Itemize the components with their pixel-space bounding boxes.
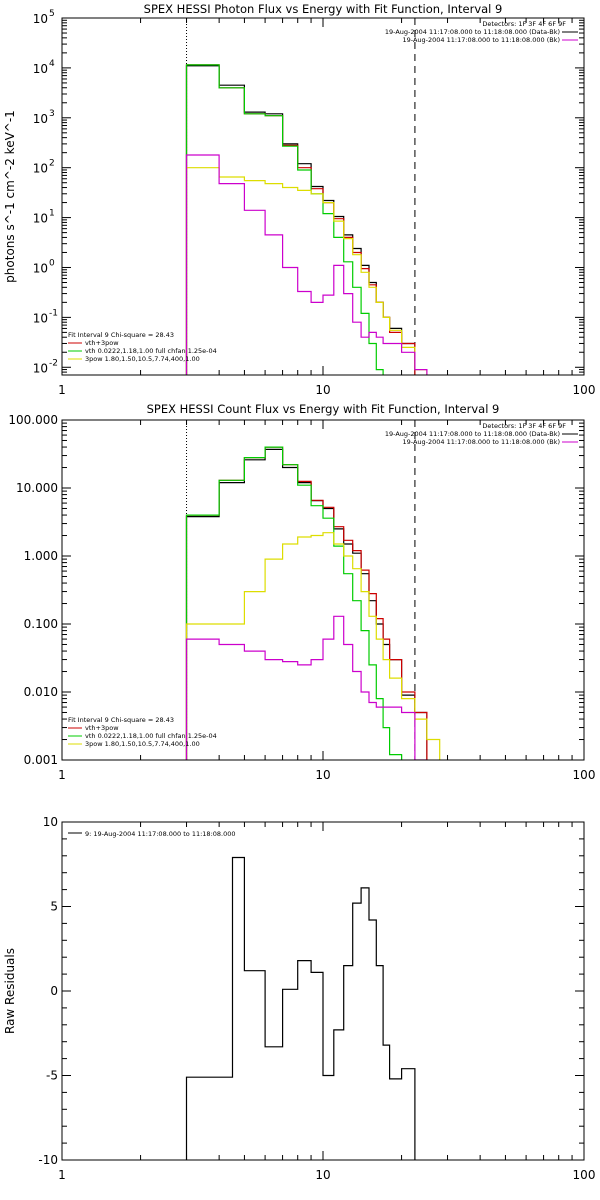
y-tick-label: 10 xyxy=(33,212,48,226)
legend-left-entry: 3pow 1.80,1.50,10.5,7.74,400,1.00 xyxy=(85,740,200,748)
x-tick-label: 1 xyxy=(58,1168,66,1182)
y-tick-label-exponent: 3 xyxy=(49,109,55,119)
series-vth xyxy=(185,64,384,375)
legend-right-entry: 19-Aug-2004 11:17:08.000 to 11:18:08.000… xyxy=(385,28,560,36)
x-tick-label: 1 xyxy=(58,383,66,397)
plot-frame xyxy=(61,821,585,1161)
y-tick-label-exponent: 2 xyxy=(49,159,55,169)
x-tick-label: 10 xyxy=(315,383,330,397)
y-tick-label-exponent: 1 xyxy=(49,209,55,219)
legend-left-entry: vth 0.0222,1.18,1.00 full chfan 1.25e-04 xyxy=(85,732,217,740)
chart-panel-2: SPEX HESSI Count Flux vs Energy with Fit… xyxy=(8,402,595,782)
y-tick-label: 10 xyxy=(43,815,58,829)
chart-panel-3: Raw Residuals 1 10 100 -10 -5 0 5 10 9: 19-Aug-20… xyxy=(3,815,595,1182)
y-tick-label: 0.100 xyxy=(24,617,58,631)
series-bk xyxy=(185,154,428,375)
series-data-bk xyxy=(185,448,428,760)
y-tick-label: 0.010 xyxy=(24,685,58,699)
legend-right-header: Detectors: 1F 3F 4F 6F 9F xyxy=(482,20,566,28)
plot-frame xyxy=(61,419,585,761)
x-tick-label: 10 xyxy=(315,1168,330,1182)
y-tick-label: 10 xyxy=(33,112,48,126)
legend-left-entry: vth+3pow xyxy=(85,339,119,347)
legend-left-entry: vth 0.0222,1.18,1.00 full chfan 1.25e-04 xyxy=(85,347,217,355)
y-tick-label: 1.000 xyxy=(24,549,58,563)
series-bk xyxy=(185,615,427,760)
legend-left-entry: 9: 19-Aug-2004 11:17:08.000 to 11:18:08.… xyxy=(85,830,236,838)
plot-frame xyxy=(61,17,585,376)
series-vth-3pow xyxy=(185,64,416,375)
y-tick-label: 10 xyxy=(33,311,48,325)
x-tick-label: 10 xyxy=(315,768,330,782)
y-tick-label: 10 xyxy=(33,162,48,176)
series-3pow xyxy=(185,532,441,760)
y-tick-label: -10 xyxy=(38,1153,58,1167)
y-tick-label: 10 xyxy=(33,361,48,375)
y-tick-label: 10 xyxy=(33,261,48,275)
y-tick-label-exponent: -1 xyxy=(49,308,58,318)
legend-left-entry: vth+3pow xyxy=(85,724,119,732)
chart-title: SPEX HESSI Count Flux vs Energy with Fit… xyxy=(147,402,500,416)
series-residuals xyxy=(185,856,416,1160)
series-group xyxy=(185,856,416,1160)
series-group xyxy=(185,64,428,375)
y-tick-label: 0 xyxy=(50,984,58,998)
y-tick-label-exponent: -2 xyxy=(49,358,58,368)
legend-right-entry: 19-Aug-2004 11:17:08.000 to 11:18:08.000… xyxy=(385,430,560,438)
series-3pow xyxy=(185,167,428,375)
y-tick-label-exponent: 5 xyxy=(49,9,55,19)
legend-left-header: Fit Interval 9 Chi-square = 28.43 xyxy=(68,716,174,724)
y-tick-label: -5 xyxy=(46,1069,58,1083)
x-tick-label: 100 xyxy=(573,383,596,397)
legend-left-entry: 3pow 1.80,1.50,10.5,7.74,400,1.00 xyxy=(85,355,200,363)
y-tick-label: 10 xyxy=(33,62,48,76)
y-axis-label: photons s^-1 cm^-2 keV^-1 xyxy=(3,110,17,283)
legend-left-header: Fit Interval 9 Chi-square = 28.43 xyxy=(68,331,174,339)
legend-right-header: Detectors: 1F 3F 4F 6F 9F xyxy=(482,422,566,430)
x-tick-label: 100 xyxy=(573,1168,596,1182)
y-tick-label: 5 xyxy=(50,900,58,914)
y-axis-label: Raw Residuals xyxy=(3,948,17,1034)
x-tick-label: 100 xyxy=(573,768,596,782)
y-tick-label: 0.001 xyxy=(24,753,58,767)
y-tick-label: 10.000 xyxy=(16,481,58,495)
y-tick-label: 100.000 xyxy=(8,413,58,427)
x-tick-label: 1 xyxy=(58,768,66,782)
series-vth-3pow xyxy=(185,446,428,760)
y-tick-label-exponent: 0 xyxy=(49,258,55,268)
series-data-bk xyxy=(185,65,416,375)
y-tick-label: 10 xyxy=(33,12,48,26)
chart-panel-1: SPEX HESSI Photon Flux vs Energy with Fi… xyxy=(3,2,595,397)
legend-right-entry: 19-Aug-2004 11:17:08.000 to 11:18:08.000… xyxy=(403,36,560,44)
series-group xyxy=(185,446,441,760)
chart-title: SPEX HESSI Photon Flux vs Energy with Fi… xyxy=(144,2,503,16)
legend-right-entry: 19-Aug-2004 11:17:08.000 to 11:18:08.000… xyxy=(403,438,560,446)
y-tick-label-exponent: 4 xyxy=(49,59,55,69)
